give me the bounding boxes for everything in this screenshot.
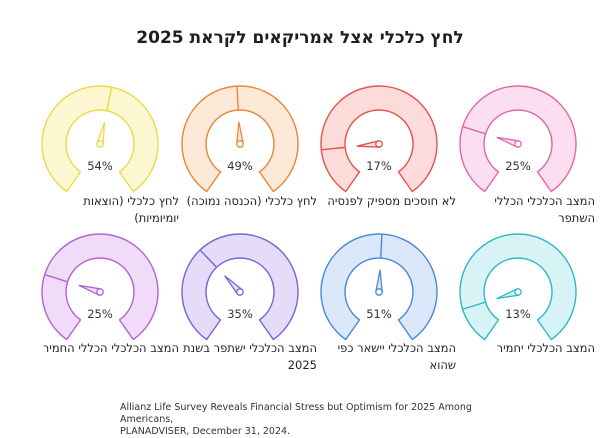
gauge-3: 17% — [320, 85, 438, 193]
gauge-category-label: לחץ כלכלי (הכנסה נמוכה) — [186, 194, 317, 208]
gauge-value-tick — [462, 301, 486, 310]
gauge-value-tick — [106, 87, 113, 111]
gauge-value-tick — [236, 86, 239, 111]
gauge-value-tick — [462, 125, 486, 135]
gauge-5: 25% — [41, 233, 159, 341]
gauge-hub — [96, 288, 104, 296]
gauge-7: 51% — [320, 233, 438, 341]
gauge-dial — [181, 85, 299, 193]
gauge-ring — [181, 233, 299, 341]
gauge-ring — [41, 85, 159, 193]
gauge-dial — [181, 233, 299, 341]
gauge-value-tick — [321, 146, 346, 151]
gauge-dial — [459, 85, 577, 193]
source-citation: Allianz Life Survey Reveals Financial St… — [120, 402, 500, 438]
gauge-value-label: 25% — [505, 159, 531, 173]
gauge-4: 25% — [459, 85, 577, 193]
gauge-category-label: המצב הכלכלי הכללי השתפר — [494, 194, 595, 225]
gauge-value-label: 54% — [87, 159, 113, 173]
gauge-value-tick — [199, 249, 218, 268]
gauge-value-label: 17% — [366, 159, 392, 173]
gauge-value-label: 51% — [366, 307, 392, 321]
gauge-category-label: המצב הכלכלי הכללי החמיר — [42, 341, 179, 355]
gauge-hub — [375, 140, 383, 148]
gauge-category-label: לא חוסכים מספיק לפנסיה — [327, 194, 456, 208]
source-line-1: Allianz Life Survey Reveals Financial St… — [120, 402, 472, 425]
gauge-dial — [459, 233, 577, 341]
gauge-value-tick — [44, 273, 68, 283]
gauge-2: 49% — [181, 85, 299, 193]
gauge-ring — [459, 233, 577, 341]
gauge-ring — [320, 233, 438, 341]
gauge-dial — [41, 233, 159, 341]
gauge-1: 54% — [41, 85, 159, 193]
gauge-category-label: המצב הכלכלי יישאר כפי שהוא — [337, 341, 456, 372]
gauge-ring — [181, 85, 299, 193]
gauge-value-label: 49% — [227, 159, 253, 173]
gauge-value-label: 13% — [505, 307, 531, 321]
gauge-hub — [236, 140, 244, 148]
gauge-ring — [41, 233, 159, 341]
chart-title: לחץ כלכלי אצל אמריקאים לקראת 2025 — [136, 28, 464, 48]
gauge-hub — [514, 140, 522, 148]
gauge-dial — [320, 85, 438, 193]
gauge-dial — [320, 233, 438, 341]
gauge-ring — [320, 85, 438, 193]
gauge-hub — [514, 288, 522, 296]
gauge-value-label: 35% — [227, 307, 253, 321]
gauge-hub — [96, 140, 104, 148]
gauge-category-label: המצב הכלכלי ישתפר בשנת 2025 — [183, 341, 317, 372]
gauge-8: 13% — [459, 233, 577, 341]
source-line-2: PLANADVISER, December 31, 2024. — [120, 426, 291, 437]
gauge-value-label: 25% — [87, 307, 113, 321]
gauge-value-tick — [380, 234, 383, 259]
gauge-category-label: לחץ כלכלי (הוצאות יומיומיות) — [83, 194, 179, 225]
gauge-hub — [236, 288, 244, 296]
gauge-ring — [459, 85, 577, 193]
gauge-category-label: המצב הכלכלי יחמיר — [496, 341, 595, 355]
gauge-dial — [41, 85, 159, 193]
gauge-hub — [375, 288, 383, 296]
gauge-6: 35% — [181, 233, 299, 341]
